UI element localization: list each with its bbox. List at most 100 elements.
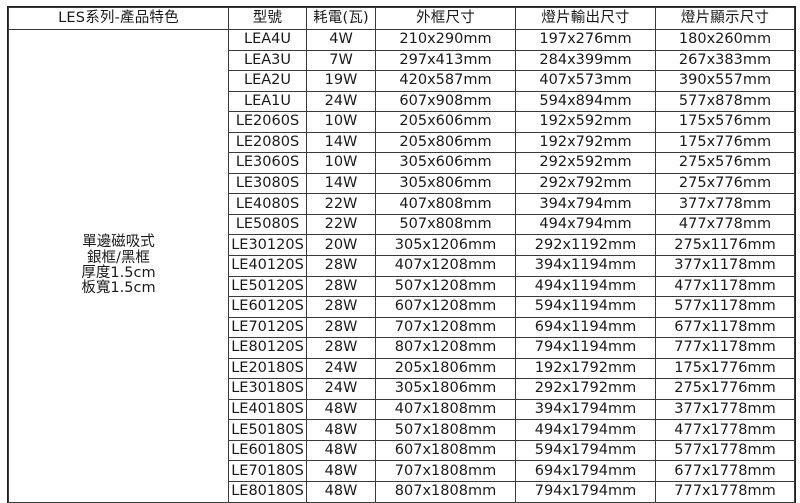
- cell-model: LE40180S: [228, 398, 307, 421]
- cell-model: LE20180S: [228, 357, 307, 380]
- cell-panel-output-size: 694x1794mm: [515, 460, 656, 483]
- cell-power: 24W: [306, 378, 376, 400]
- cell-panel-output-size: 284x399mm: [515, 49, 656, 72]
- cell-frame-size: 507x1208mm: [375, 275, 516, 298]
- cell-model: LE50180S: [228, 419, 307, 441]
- cell-panel-display-size: 180x260mm: [655, 29, 795, 51]
- cell-panel-output-size: 494x1794mm: [515, 419, 656, 441]
- table-row: LEA3U 7W 297x413mm 284x399mm 267x383mm: [9, 49, 795, 72]
- cell-model: LEA2U: [228, 70, 307, 92]
- cell-panel-display-size: 377x1778mm: [655, 398, 795, 421]
- cell-frame-size: 205x806mm: [375, 131, 516, 154]
- cell-frame-size: 205x606mm: [375, 111, 516, 133]
- cell-panel-output-size: 394x1194mm: [515, 255, 656, 277]
- cell-panel-output-size: 594x894mm: [515, 90, 656, 113]
- table-row: LE40180S 48W 407x1808mm 394x1794mm 377x1778m…: [9, 398, 795, 421]
- cell-power: 28W: [306, 337, 376, 359]
- cell-panel-display-size: 477x1178mm: [655, 275, 795, 298]
- cell-frame-size: 607x1208mm: [375, 296, 516, 318]
- product-feature-line: 單邊磁吸式: [82, 234, 155, 251]
- cell-model: LE40120S: [228, 255, 307, 277]
- cell-model: LEA3U: [228, 49, 307, 72]
- cell-panel-display-size: 677x1178mm: [655, 316, 795, 339]
- product-spec-sheet: LES系列-產品特色 型號 耗電(瓦) 外框尺寸 燈片輸出尺寸 燈片顯示尺寸 單…: [7, 6, 796, 503]
- cell-model: LE80180S: [228, 481, 307, 503]
- column-header-feature: LES系列-產品特色: [8, 7, 229, 30]
- cell-panel-output-size: 292x1792mm: [515, 378, 656, 400]
- table-row: LE60180S 48W 607x1808mm 594x1794mm 577x1778m…: [9, 439, 795, 462]
- table-row: LE50180S 48W 507x1808mm 494x1794mm 477x1778m…: [9, 419, 795, 441]
- cell-panel-display-size: 275x576mm: [655, 152, 795, 174]
- table-row: LEA2U 19W 420x587mm 407x573mm 390x557mm: [9, 70, 795, 92]
- cell-panel-output-size: 292x592mm: [515, 152, 656, 174]
- cell-power: 14W: [306, 131, 376, 154]
- cell-panel-display-size: 677x1778mm: [655, 460, 795, 483]
- table-row: LE50120S 28W 507x1208mm 494x1194mm 477x1178m…: [9, 275, 795, 298]
- cell-panel-display-size: 175x1776mm: [655, 357, 795, 380]
- cell-panel-display-size: 390x557mm: [655, 70, 795, 92]
- cell-panel-output-size: 192x792mm: [515, 131, 656, 154]
- cell-panel-display-size: 477x778mm: [655, 213, 795, 236]
- cell-model: LE30180S: [228, 378, 307, 400]
- cell-frame-size: 407x1808mm: [375, 398, 516, 421]
- cell-power: 48W: [306, 481, 376, 503]
- cell-panel-output-size: 407x573mm: [515, 70, 656, 92]
- cell-panel-output-size: 694x1194mm: [515, 316, 656, 339]
- cell-frame-size: 205x1806mm: [375, 357, 516, 380]
- column-header-model: 型號: [228, 7, 307, 30]
- cell-power: 19W: [306, 70, 376, 92]
- cell-panel-display-size: 275x1176mm: [655, 234, 795, 257]
- cell-panel-display-size: 275x776mm: [655, 172, 795, 195]
- cell-panel-output-size: 494x1194mm: [515, 275, 656, 298]
- table-row: 單邊磁吸式 銀框/黑框 厚度1.5cm 板寬1.5cm LEA4U 4W 210x290mm…: [8, 29, 795, 503]
- cell-model: LE80120S: [228, 337, 307, 359]
- cell-model: LE50120S: [228, 275, 307, 298]
- cell-model: LE60180S: [228, 439, 307, 462]
- table-row: LEA1U 24W 607x908mm 594x894mm 577x878mm: [9, 90, 795, 113]
- table-row: LE2080S 14W 205x806mm 192x792mm 175x776mm: [9, 131, 795, 154]
- cell-frame-size: 407x1208mm: [375, 255, 516, 277]
- cell-panel-output-size: 292x792mm: [515, 172, 656, 195]
- cell-model: LE2080S: [228, 131, 307, 154]
- cell-frame-size: 807x1208mm: [375, 337, 516, 359]
- cell-power: 10W: [306, 152, 376, 174]
- cell-model: LE60120S: [228, 296, 307, 318]
- cell-model: LE3060S: [228, 152, 307, 174]
- cell-power: 24W: [306, 357, 376, 380]
- cell-panel-display-size: 777x1178mm: [655, 337, 795, 359]
- cell-panel-display-size: 267x383mm: [655, 49, 795, 72]
- cell-panel-output-size: 794x1794mm: [515, 481, 656, 503]
- cell-model: LEA4U: [228, 29, 307, 51]
- cell-panel-output-size: 394x794mm: [515, 193, 656, 215]
- cell-panel-output-size: 594x1794mm: [515, 439, 656, 462]
- cell-power: 28W: [306, 255, 376, 277]
- column-header-panel-output-size: 燈片輸出尺寸: [515, 7, 656, 30]
- cell-panel-display-size: 377x778mm: [655, 193, 795, 215]
- cell-power: 48W: [306, 398, 376, 421]
- cell-panel-display-size: 577x1778mm: [655, 439, 795, 462]
- cell-panel-display-size: 577x878mm: [655, 90, 795, 113]
- product-feature-line: 板寬1.5cm: [81, 280, 156, 296]
- cell-panel-output-size: 594x1194mm: [515, 296, 656, 318]
- cell-panel-output-size: 794x1194mm: [515, 337, 656, 359]
- table-row: LE30120S 20W 305x1206mm 292x1192mm 275x1176m…: [9, 234, 795, 257]
- table-row: LE40120S 28W 407x1208mm 394x1194mm 377x1178m…: [9, 255, 795, 277]
- cell-power: 28W: [306, 275, 376, 298]
- table-row: LE2060S 10W 205x606mm 192x592mm 175x576mm: [9, 111, 795, 133]
- cell-panel-output-size: 292x1192mm: [515, 234, 656, 257]
- cell-power: 7W: [306, 49, 376, 72]
- product-feature-line: 銀框/黑框: [87, 249, 150, 266]
- cell-panel-display-size: 577x1178mm: [655, 296, 795, 318]
- cell-panel-display-size: 175x576mm: [655, 111, 795, 133]
- cell-model: LE5080S: [228, 213, 307, 236]
- cell-power: 10W: [306, 111, 376, 133]
- cell-frame-size: 420x587mm: [375, 70, 516, 92]
- cell-model: LE2060S: [228, 111, 307, 133]
- table-header: LES系列-產品特色 型號 耗電(瓦) 外框尺寸 燈片輸出尺寸 燈片顯示尺寸: [8, 7, 795, 30]
- cell-frame-size: 407x808mm: [375, 193, 516, 215]
- cell-frame-size: 297x413mm: [375, 49, 516, 72]
- cell-panel-output-size: 192x1792mm: [515, 357, 656, 380]
- table-row: LE4080S 22W 407x808mm 394x794mm 377x778mm: [9, 193, 795, 215]
- cell-model: LE70120S: [228, 316, 307, 339]
- cell-panel-output-size: 394x1794mm: [515, 398, 656, 421]
